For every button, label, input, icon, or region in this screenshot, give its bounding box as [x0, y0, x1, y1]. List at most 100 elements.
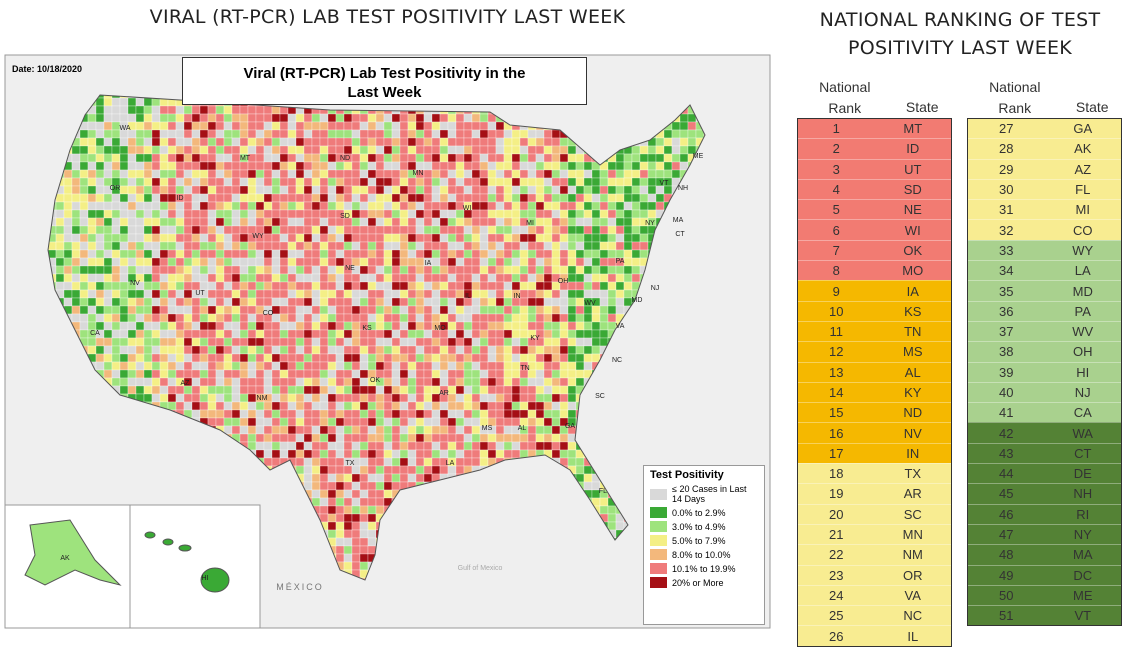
- county: [351, 377, 361, 387]
- county: [591, 249, 601, 259]
- county: [439, 337, 449, 347]
- county: [279, 361, 289, 371]
- county: [183, 129, 193, 139]
- county: [647, 185, 657, 195]
- county: [543, 337, 553, 347]
- county: [495, 369, 505, 379]
- county: [479, 337, 489, 347]
- county: [239, 321, 249, 331]
- county: [383, 153, 393, 163]
- county: [175, 393, 185, 403]
- county: [279, 377, 289, 387]
- county: [623, 217, 633, 227]
- county: [351, 505, 361, 515]
- county: [263, 185, 273, 195]
- county: [351, 449, 361, 459]
- county: [335, 225, 345, 235]
- county: [311, 177, 321, 187]
- county: [95, 241, 105, 251]
- county: [543, 369, 553, 379]
- county: [151, 273, 161, 283]
- county: [583, 361, 593, 371]
- county: [335, 121, 345, 131]
- county: [631, 185, 641, 195]
- county: [575, 177, 585, 187]
- county: [71, 193, 81, 203]
- county: [335, 145, 345, 155]
- county: [119, 185, 129, 195]
- county: [327, 273, 337, 283]
- county: [95, 257, 105, 267]
- county: [111, 153, 121, 163]
- county: [295, 273, 305, 283]
- county: [495, 385, 505, 395]
- county: [335, 545, 345, 555]
- county: [599, 169, 609, 179]
- county: [183, 225, 193, 235]
- county: [215, 417, 225, 427]
- county: [583, 305, 593, 315]
- county: [567, 201, 577, 211]
- county: [159, 329, 169, 339]
- county: [207, 113, 217, 123]
- county: [175, 177, 185, 187]
- county: [351, 473, 361, 483]
- county: [479, 321, 489, 331]
- county: [63, 241, 73, 251]
- county: [71, 217, 81, 227]
- county: [231, 161, 241, 171]
- county: [559, 433, 569, 443]
- county: [127, 369, 137, 379]
- county: [199, 145, 209, 155]
- county: [191, 249, 201, 259]
- county: [583, 217, 593, 227]
- county: [311, 401, 321, 411]
- county: [535, 433, 545, 443]
- county: [495, 161, 505, 171]
- county: [351, 121, 361, 131]
- county: [343, 433, 353, 443]
- county: [631, 169, 641, 179]
- county: [463, 457, 473, 467]
- county: [527, 161, 537, 171]
- county: [279, 161, 289, 171]
- county: [279, 241, 289, 251]
- county: [375, 161, 385, 171]
- county: [223, 217, 233, 227]
- county: [471, 217, 481, 227]
- county: [143, 329, 153, 339]
- county: [431, 297, 441, 307]
- county: [375, 177, 385, 187]
- county: [463, 353, 473, 363]
- county: [167, 369, 177, 379]
- county: [263, 153, 273, 163]
- county: [415, 409, 425, 419]
- county: [319, 249, 329, 259]
- county: [551, 401, 561, 411]
- county: [207, 401, 217, 411]
- county: [623, 193, 633, 203]
- county: [391, 473, 401, 483]
- county: [303, 465, 313, 475]
- county: [199, 201, 209, 211]
- county: [207, 385, 217, 395]
- county: [191, 257, 201, 267]
- county: [439, 113, 449, 123]
- county: [215, 281, 225, 291]
- county: [399, 185, 409, 195]
- county: [511, 369, 521, 379]
- county: [591, 257, 601, 267]
- county: [183, 313, 193, 323]
- county: [255, 145, 265, 155]
- county: [615, 161, 625, 171]
- county: [327, 489, 337, 499]
- county: [215, 209, 225, 219]
- county: [327, 257, 337, 267]
- county: [447, 449, 457, 459]
- county: [271, 233, 281, 243]
- county: [527, 185, 537, 195]
- county: [359, 217, 369, 227]
- county: [559, 385, 569, 395]
- county: [103, 361, 113, 371]
- county: [511, 185, 521, 195]
